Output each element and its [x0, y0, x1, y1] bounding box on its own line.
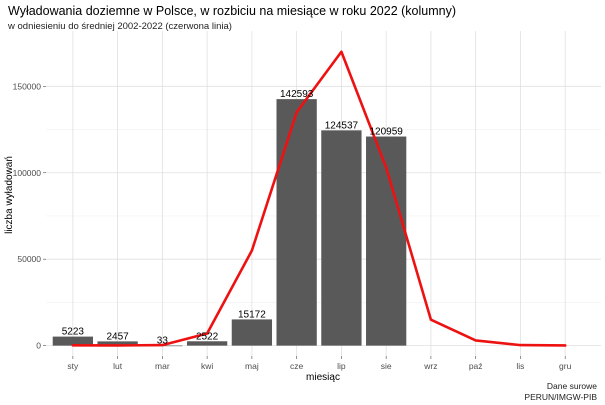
y-axis: 0 50000 100000 150000	[13, 81, 46, 351]
y-tick-label: 0	[36, 341, 41, 351]
chart-subtitle: w odniesieniu do średniej 2002-2022 (cze…	[8, 21, 232, 32]
y-tick-label: 150000	[13, 81, 42, 91]
bar-value-label: 2457	[106, 331, 129, 342]
bar	[97, 341, 138, 346]
y-axis-label: liczba wyładowań	[4, 156, 15, 234]
x-tick-label: gru	[559, 361, 572, 371]
x-tick-label: paź	[469, 361, 483, 371]
x-tick-label: lip	[337, 361, 346, 371]
bar-value-label: 2522	[196, 331, 219, 342]
x-tick-label: sie	[381, 361, 392, 371]
bar	[276, 99, 317, 346]
x-tick-label: lis	[516, 361, 524, 371]
bar-value-label: 33	[157, 336, 169, 347]
bar	[321, 130, 362, 346]
chart-title: Wyładowania doziemne w Polsce, w rozbici…	[8, 4, 456, 18]
x-tick-label: wrz	[423, 361, 437, 371]
y-tick-label: 100000	[13, 168, 42, 178]
y-tick-label: 50000	[17, 254, 41, 264]
bar-value-label: 142593	[280, 89, 314, 100]
bar	[231, 319, 273, 346]
bar-value-label: 15172	[238, 309, 266, 320]
x-tick-label: sty	[67, 361, 79, 371]
average-line-path	[71, 50, 567, 347]
bar	[186, 341, 228, 346]
bar-value-label: 120959	[369, 127, 403, 138]
x-tick-label: mar	[155, 361, 170, 371]
caption-source: Dane surowe	[546, 381, 597, 391]
data-labels: 5223 2457 33 2522 15172 142593 124537 120959	[62, 89, 404, 346]
x-axis-label: miesiąc	[306, 372, 340, 383]
x-tick-label: cze	[290, 361, 304, 371]
caption-provider: PERUN/IMGW-PIB	[524, 392, 597, 402]
x-axis: sty lut mar kwi maj cze lip sie wrz paź lis gru	[67, 356, 572, 371]
x-tick-label: maj	[245, 361, 259, 371]
bar	[52, 336, 93, 346]
x-tick-label: kwi	[201, 361, 213, 371]
bar-value-label: 124537	[325, 120, 359, 131]
bars	[52, 99, 407, 347]
average-line	[71, 50, 567, 347]
x-tick-label: lut	[113, 361, 123, 371]
bar-value-label: 5223	[62, 327, 85, 338]
